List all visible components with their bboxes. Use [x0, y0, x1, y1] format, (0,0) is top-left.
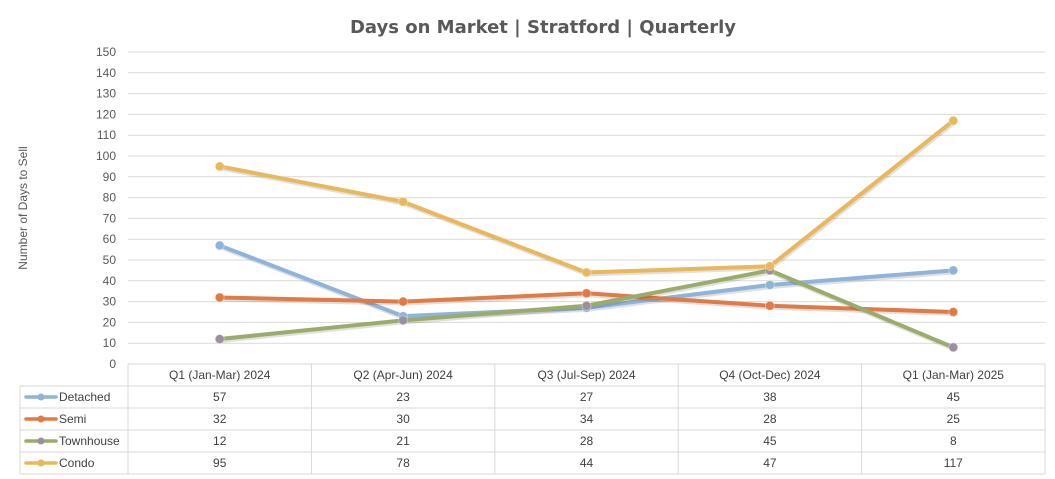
- y-tick-label: 30: [103, 295, 117, 309]
- table-cell: 44: [580, 456, 594, 470]
- table-cell: 47: [763, 456, 777, 470]
- legend-label-condo: Condo: [59, 456, 95, 470]
- y-tick-label: 20: [103, 315, 117, 329]
- legend-marker-townhouse: [37, 437, 45, 445]
- table-cell: 117: [944, 456, 963, 470]
- series-lines: [214, 115, 959, 353]
- chart-title: Days on Market | Stratford | Quarterly: [350, 17, 736, 38]
- table-cell: 95: [213, 456, 227, 470]
- x-category-label: Q4 (Oct-Dec) 2024: [719, 368, 821, 382]
- y-tick-label: 80: [103, 191, 117, 205]
- y-tick-label: 90: [103, 170, 117, 184]
- legend-marker-detached: [37, 393, 45, 401]
- table-cell: 21: [396, 434, 410, 448]
- data-point: [764, 261, 775, 272]
- legend-label-semi: Semi: [59, 412, 86, 426]
- data-point: [948, 307, 959, 317]
- x-category-label: Q1 (Jan-Mar) 2024: [169, 368, 271, 382]
- y-axis-label: Number of Days to Sell: [16, 146, 30, 269]
- data-point: [214, 240, 225, 251]
- table-cell: 78: [396, 456, 410, 470]
- y-tick-label: 150: [96, 45, 116, 59]
- legend-marker-condo: [37, 459, 45, 467]
- legend-label-townhouse: Townhouse: [59, 434, 120, 448]
- table-cell: 57: [213, 390, 227, 404]
- y-tick-label: 40: [103, 274, 117, 288]
- table-cell: 12: [213, 434, 227, 448]
- data-point: [948, 115, 959, 126]
- y-tick-label: 10: [103, 336, 117, 350]
- table-cell: 38: [763, 390, 777, 404]
- series-townhouse: [214, 265, 959, 353]
- y-tick-label: 130: [96, 87, 116, 101]
- legend-marker-semi: [37, 415, 45, 423]
- table-cell: 45: [947, 390, 961, 404]
- legend-label-detached: Detached: [59, 390, 110, 404]
- table-cell: 23: [396, 390, 410, 404]
- series-condo: [214, 115, 959, 278]
- y-axis-ticks: 0 10 20 30 40 50 60 70 80 90 100 110 120 130 140 150: [96, 45, 116, 371]
- table-cell: 32: [213, 412, 227, 426]
- series-line-shadow: [218, 120, 957, 277]
- y-tick-label: 120: [96, 107, 116, 121]
- data-point: [581, 267, 592, 278]
- y-tick-label: 60: [103, 232, 117, 246]
- y-tick-label: 0: [109, 357, 116, 371]
- y-tick-label: 50: [103, 253, 117, 267]
- series-semi: [214, 288, 959, 317]
- table-cell: 8: [950, 434, 957, 448]
- y-tick-label: 110: [97, 128, 116, 142]
- data-point: [948, 265, 959, 276]
- data-point: [581, 288, 592, 299]
- table-cell: 28: [580, 434, 594, 448]
- data-point: [398, 196, 409, 207]
- y-tick-label: 70: [103, 211, 117, 225]
- data-point: [764, 279, 775, 290]
- data-point: [764, 300, 775, 311]
- gridlines: [128, 51, 1045, 365]
- data-point: [948, 342, 959, 353]
- data-point: [398, 315, 409, 326]
- x-category-label: Q3 (Jul-Sep) 2024: [537, 368, 635, 382]
- data-point: [581, 300, 592, 311]
- table-cell: 45: [763, 434, 777, 448]
- table-cell: 25: [947, 412, 961, 426]
- table-cell: 27: [580, 390, 594, 404]
- data-point: [398, 296, 409, 307]
- data-table: Q1 (Jan-Mar) 2024 Q2 (Apr-Jun) 2024 Q3 (Ju…: [19, 363, 1046, 475]
- data-point: [214, 334, 225, 345]
- y-tick-label: 140: [96, 66, 116, 80]
- data-point: [214, 292, 225, 303]
- x-category-label: Q1 (Jan-Mar) 2025: [903, 368, 1005, 382]
- x-category-label: Q2 (Apr-Jun) 2024: [353, 368, 453, 382]
- table-cell: 34: [580, 412, 594, 426]
- series-line-condo: [217, 118, 956, 275]
- table-cell: 28: [763, 412, 777, 426]
- y-tick-label: 100: [96, 149, 116, 163]
- table-cell: 30: [396, 412, 410, 426]
- data-point: [214, 161, 225, 172]
